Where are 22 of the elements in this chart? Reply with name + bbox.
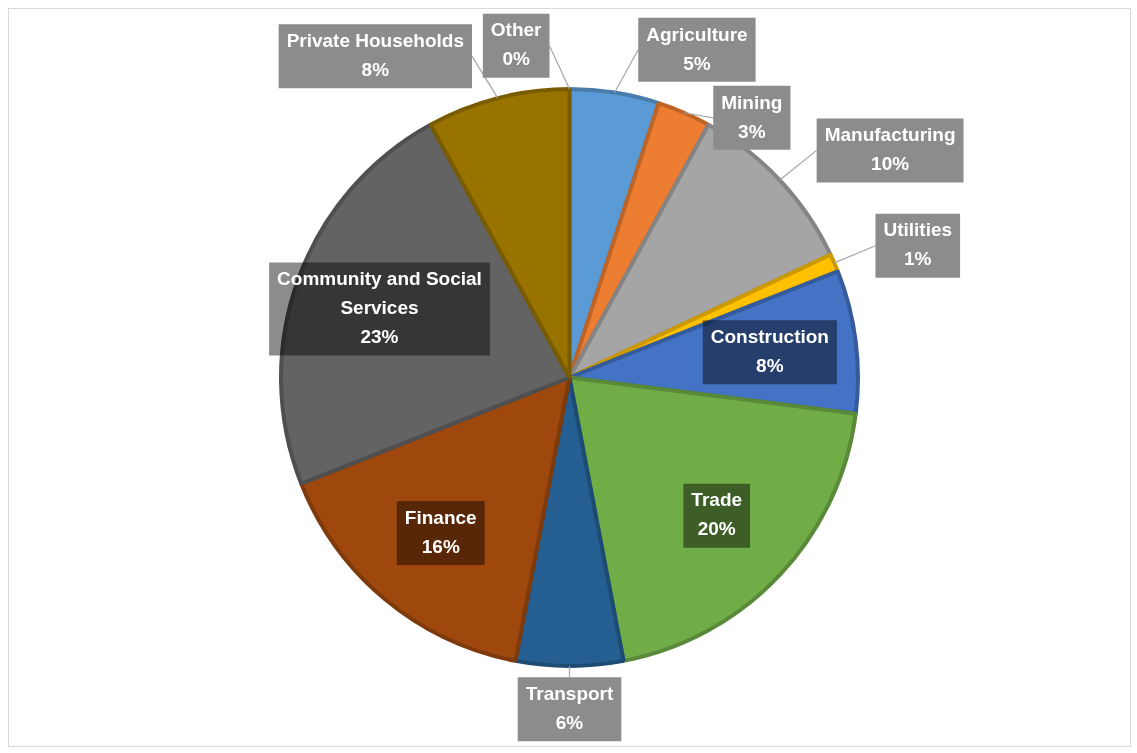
data-label: 3% <box>738 120 766 142</box>
slice-label: Transport <box>525 683 614 705</box>
slice-label: Private Households <box>286 29 465 51</box>
data-label: 8% <box>361 58 390 80</box>
slice-label: Construction <box>710 325 829 347</box>
data-label: 23% <box>360 326 399 348</box>
data-label: 16% <box>421 535 460 557</box>
data-label: 8% <box>756 354 784 376</box>
slice-label: Utilities <box>883 219 953 241</box>
data-label: 1% <box>904 248 932 270</box>
category-label: Other <box>490 19 542 41</box>
data-label: 6% <box>555 712 584 734</box>
slice-label: Finance <box>404 506 477 528</box>
slice-label: Agriculture <box>646 23 748 45</box>
data-label: 20% <box>697 518 736 540</box>
data-label: 10% <box>871 153 910 175</box>
slice-label: Manufacturing <box>824 124 956 146</box>
slice-label: Trade <box>691 489 743 511</box>
data-label: 5% <box>683 52 711 74</box>
slice-label: Mining <box>721 91 783 113</box>
slice-label: Community and Social Services <box>277 268 482 319</box>
text: 0% <box>502 48 530 70</box>
